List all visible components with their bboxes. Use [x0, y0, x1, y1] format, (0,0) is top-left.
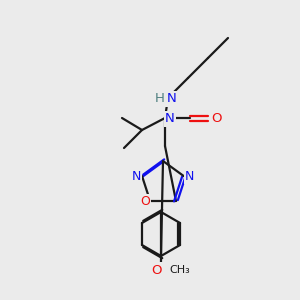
- Text: N: N: [165, 112, 175, 125]
- Text: N: N: [131, 170, 141, 183]
- Text: N: N: [167, 92, 177, 106]
- Text: O: O: [140, 195, 150, 208]
- Text: H: H: [155, 92, 165, 106]
- Text: CH₃: CH₃: [169, 265, 190, 275]
- Text: O: O: [152, 263, 162, 277]
- Text: O: O: [211, 112, 221, 124]
- Text: N: N: [185, 170, 195, 183]
